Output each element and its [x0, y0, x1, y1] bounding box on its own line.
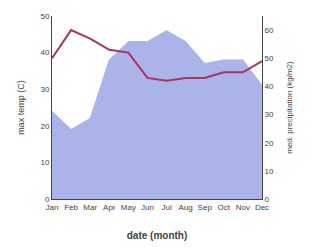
svg-text:max temp (C): max temp (C): [16, 80, 26, 135]
svg-text:30: 30: [40, 85, 49, 94]
svg-text:10: 10: [40, 158, 49, 167]
svg-text:date (month): date (month): [127, 230, 188, 241]
svg-text:20: 20: [40, 122, 49, 131]
svg-text:20: 20: [265, 138, 274, 147]
svg-text:50: 50: [40, 12, 49, 21]
svg-text:40: 40: [265, 82, 274, 91]
svg-text:Feb: Feb: [64, 203, 78, 212]
svg-text:med. precipitation (kg/m2): med. precipitation (kg/m2): [285, 61, 294, 154]
svg-text:Jun: Jun: [141, 203, 154, 212]
svg-text:30: 30: [265, 110, 274, 119]
svg-text:Nov: Nov: [236, 203, 250, 212]
svg-text:50: 50: [265, 54, 274, 63]
svg-text:0: 0: [265, 195, 270, 204]
svg-text:0: 0: [45, 195, 50, 204]
svg-text:Mar: Mar: [83, 203, 97, 212]
svg-text:10: 10: [265, 167, 274, 176]
svg-text:Oct: Oct: [218, 203, 231, 212]
svg-text:Apr: Apr: [103, 203, 116, 212]
svg-text:Jul: Jul: [161, 203, 171, 212]
svg-text:Dec: Dec: [255, 203, 269, 212]
svg-text:40: 40: [40, 48, 49, 57]
svg-text:Jan: Jan: [46, 203, 59, 212]
svg-text:Sep: Sep: [198, 203, 213, 212]
svg-text:May: May: [121, 203, 136, 212]
svg-text:60: 60: [265, 26, 274, 35]
svg-text:Aug: Aug: [179, 203, 193, 212]
